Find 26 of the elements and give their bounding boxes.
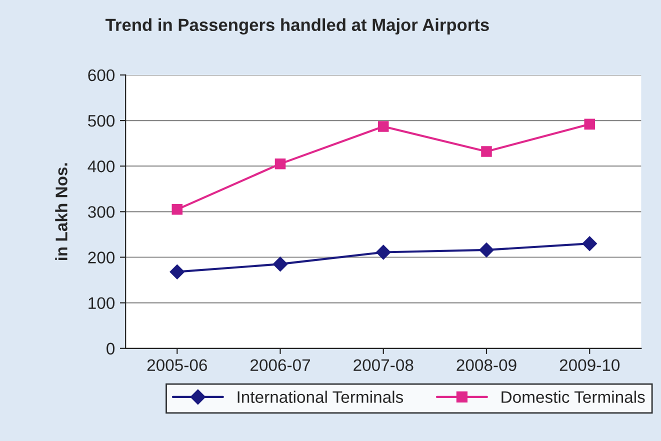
point [274, 158, 286, 170]
y-tick-label: 200 [88, 252, 115, 264]
x-tick-label: 2007-08 [354, 359, 414, 372]
point [170, 264, 185, 280]
y-axis-title: in Lakh Nos. [55, 163, 68, 260]
y-tick-label: 600 [88, 69, 115, 82]
x-tick-label: 2006-07 [250, 359, 310, 372]
y-tick-label: 300 [88, 206, 115, 218]
y-tick-label: 500 [88, 114, 115, 127]
chart-title: Trend in Passengers handled at Major Airports [106, 18, 489, 35]
y-tick-label: 400 [88, 160, 115, 172]
point [479, 242, 494, 258]
point [376, 244, 391, 260]
point [582, 236, 598, 251]
x-tick-label: 2005-06 [147, 359, 207, 372]
legend-label: Domestic Terminals [502, 390, 645, 403]
y-tick-label: 0 [106, 342, 115, 355]
point [481, 146, 492, 157]
legend-label: International Terminals [238, 390, 404, 403]
point [172, 204, 183, 215]
point [584, 118, 595, 130]
y-tick-label: 100 [88, 297, 115, 310]
x-tick-label: 2009-10 [560, 359, 620, 372]
x-tick-label: 2008-09 [456, 359, 516, 372]
point [378, 121, 389, 132]
point [272, 256, 288, 272]
